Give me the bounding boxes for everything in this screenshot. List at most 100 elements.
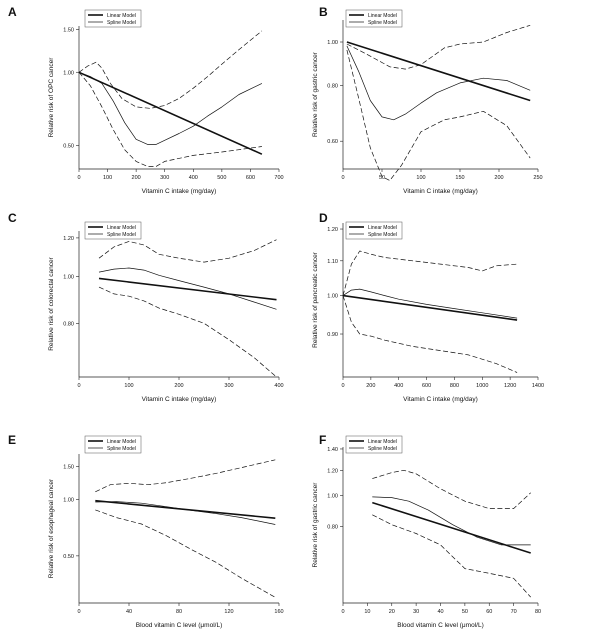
- x-tick-label: 300: [224, 383, 233, 389]
- panel-letter: F: [319, 433, 326, 447]
- y-tick-label: 1.00: [327, 494, 338, 500]
- series-lower-ci: [78, 72, 262, 167]
- x-tick-label: 800: [450, 383, 459, 389]
- x-tick-label: 0: [341, 383, 344, 389]
- x-tick-label: 60: [486, 609, 492, 615]
- x-tick-label: 700: [274, 175, 283, 181]
- x-axis-title: Blood vitamin C level (μmol/L): [397, 622, 483, 629]
- y-tick-label: 0.90: [327, 332, 338, 338]
- legend-label: Spline Model: [107, 446, 136, 452]
- x-tick-label: 0: [341, 609, 344, 615]
- series-upper-ci: [346, 24, 531, 70]
- x-tick-label: 80: [176, 609, 182, 615]
- y-axis-title: Relative risk of gastric cancer: [312, 482, 319, 568]
- x-tick-label: 300: [160, 175, 169, 181]
- y-tick-label: 1.20: [327, 227, 338, 233]
- series-lower-ci: [95, 509, 276, 598]
- series-linear-model: [346, 41, 531, 102]
- y-axis-title: Relative risk of esophageal cancer: [48, 478, 55, 578]
- y-tick-label: 0.80: [63, 321, 74, 327]
- x-tick-label: 200: [132, 175, 141, 181]
- series-lower-ci: [98, 286, 277, 378]
- series-spline-model: [342, 288, 518, 319]
- series-upper-ci: [98, 239, 277, 263]
- x-tick-label: 160: [274, 609, 283, 615]
- x-tick-label: 150: [455, 175, 464, 181]
- series-spline-model: [78, 71, 263, 145]
- x-tick-label: 50: [379, 175, 385, 181]
- legend-label: Spline Model: [368, 20, 397, 26]
- series-linear-model: [98, 277, 277, 301]
- series-linear-model: [342, 294, 518, 321]
- x-tick-label: 10: [364, 609, 370, 615]
- y-tick-label: 1.20: [327, 468, 338, 474]
- legend-label: Linear Model: [368, 13, 397, 19]
- x-axis-title: Vitamin C intake (mg/day): [403, 188, 478, 195]
- x-tick-label: 400: [274, 383, 283, 389]
- y-tick-label: 1.10: [327, 259, 338, 265]
- panel-f: F 0 10 20 30 40 50 60 70 80 0.80 1.00 1.20 1.40 Blood …: [312, 433, 541, 629]
- series-lower-ci: [342, 295, 518, 373]
- y-tick-label: 1.40: [327, 447, 338, 453]
- x-tick-label: 100: [416, 175, 425, 181]
- series-upper-ci: [372, 469, 531, 509]
- y-tick-label: 0.80: [327, 524, 338, 530]
- legend-label: Linear Model: [368, 439, 397, 445]
- y-tick-label: 1.50: [63, 27, 74, 33]
- series-spline-model: [372, 496, 531, 546]
- y-axis-title: Relative risk of gastric cancer: [312, 51, 319, 137]
- legend-label: Spline Model: [368, 446, 397, 452]
- series-upper-ci: [342, 250, 518, 296]
- y-tick-label: 1.20: [63, 236, 74, 242]
- y-tick-label: 0.50: [63, 143, 74, 149]
- x-axis-title: Vitamin C intake (mg/day): [403, 396, 478, 403]
- y-axis-title: Relative risk of colorectal cancer: [48, 256, 55, 350]
- panel-letter: A: [8, 5, 17, 19]
- panel-c: C 0 100 200 300 400 0.80 1.00 1.20 Vitamin C inta…: [8, 211, 284, 403]
- x-tick-label: 20: [389, 609, 395, 615]
- x-tick-label: 400: [189, 175, 198, 181]
- series-linear-model: [372, 501, 531, 554]
- legend-label: Spline Model: [107, 20, 136, 26]
- legend-label: Linear Model: [368, 225, 397, 231]
- legend-label: Spline Model: [107, 232, 136, 238]
- y-tick-label: 1.50: [63, 465, 74, 471]
- legend-label: Linear Model: [107, 13, 136, 19]
- legend-label: Linear Model: [107, 439, 136, 445]
- panel-a: A 0 100 200 300 400 500 600 700 0.50 1.00 1.50 Vitam…: [8, 5, 284, 195]
- series-upper-ci: [78, 30, 263, 109]
- x-tick-label: 0: [341, 175, 344, 181]
- x-axis-title: Vitamin C intake (mg/day): [142, 396, 217, 403]
- x-tick-label: 1400: [532, 383, 544, 389]
- series-linear-model: [78, 71, 263, 155]
- panel-letter: D: [319, 211, 328, 225]
- panel-b: B 0 50 100 150 200 250 0.60 0.80 1.00 Vitamin C in…: [312, 5, 543, 195]
- y-tick-label: 1.00: [327, 40, 338, 46]
- x-tick-label: 80: [535, 609, 541, 615]
- x-tick-label: 1200: [504, 383, 516, 389]
- y-tick-label: 1.00: [327, 294, 338, 300]
- x-tick-label: 50: [462, 609, 468, 615]
- y-axis-title: Relative risk of pancreatic cancer: [312, 251, 319, 348]
- x-tick-label: 600: [246, 175, 255, 181]
- x-tick-label: 100: [103, 175, 112, 181]
- series-lower-ci: [346, 49, 531, 181]
- y-axis-title: Relative risk of OPC cancer: [48, 57, 55, 138]
- x-tick-label: 400: [394, 383, 403, 389]
- x-tick-label: 40: [437, 609, 443, 615]
- x-tick-label: 100: [124, 383, 133, 389]
- x-tick-label: 0: [77, 609, 80, 615]
- panel-e: E 0 40 80 120 160 0.50 1.00 1.50 Blood vitamin C …: [8, 433, 284, 629]
- series-spline-model: [98, 267, 277, 310]
- x-axis-title: Vitamin C intake (mg/day): [142, 188, 217, 195]
- x-tick-label: 0: [77, 383, 80, 389]
- legend-label: Linear Model: [107, 225, 136, 231]
- x-tick-label: 600: [422, 383, 431, 389]
- x-tick-label: 40: [126, 609, 132, 615]
- panel-letter: C: [8, 211, 17, 225]
- x-axis-title: Blood vitamin C level (μmol/L): [136, 622, 222, 629]
- series-spline-model: [95, 501, 276, 525]
- x-tick-label: 1000: [476, 383, 488, 389]
- panel-letter: E: [8, 433, 16, 447]
